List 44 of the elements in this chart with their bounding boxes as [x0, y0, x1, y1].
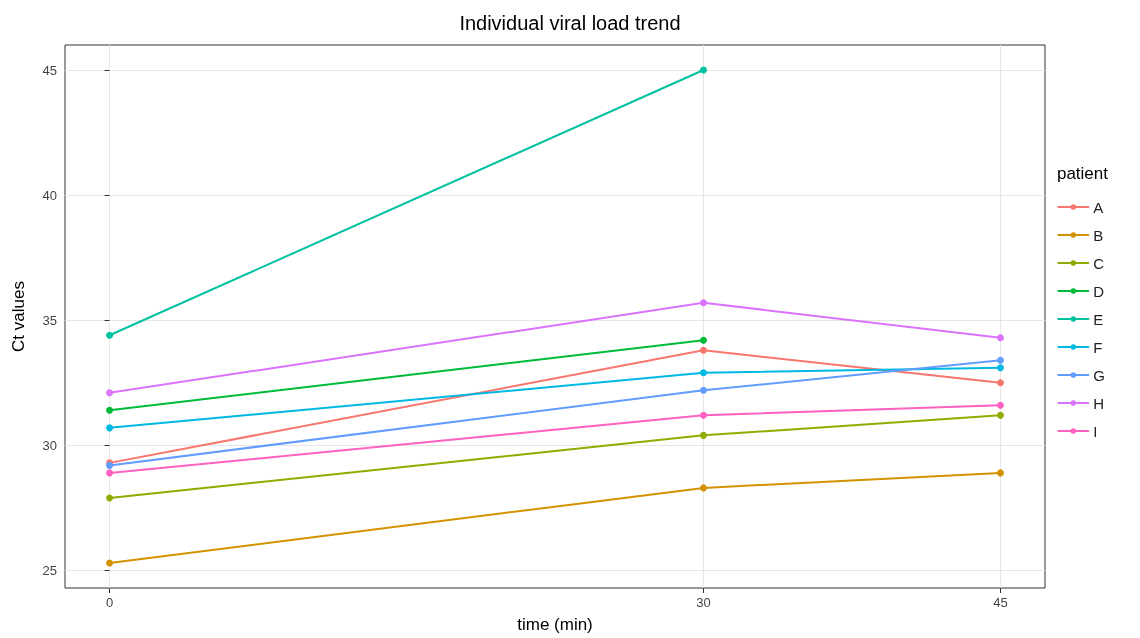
x-tick-label: 45: [993, 595, 1008, 610]
point: [106, 424, 114, 432]
point: [106, 406, 114, 414]
point: [699, 299, 707, 307]
y-tick-label: 25: [42, 562, 57, 578]
legend-label: I: [1093, 422, 1098, 440]
point: [106, 469, 114, 477]
point: [699, 346, 707, 354]
y-tick-label: 30: [42, 437, 57, 453]
chart-title: Individual viral load trend: [459, 12, 681, 34]
point: [699, 484, 707, 492]
point: [699, 369, 707, 377]
point: [996, 401, 1004, 409]
point: [106, 559, 114, 567]
y-tick-label: 45: [42, 62, 57, 78]
point: [699, 431, 707, 439]
legend-label: A: [1093, 198, 1104, 216]
legend-label: C: [1093, 254, 1105, 272]
point: [106, 389, 114, 397]
legend-label: B: [1093, 226, 1104, 244]
point: [699, 336, 707, 344]
x-axis-title: time (min): [517, 615, 593, 634]
point: [699, 66, 707, 74]
legend-title: patient: [1056, 164, 1109, 183]
point: [699, 411, 707, 419]
point: [996, 469, 1004, 477]
legend-label: H: [1093, 394, 1105, 412]
legend-label: E: [1093, 310, 1104, 328]
y-tick-label: 40: [42, 187, 57, 203]
point: [106, 494, 114, 502]
point: [699, 386, 707, 394]
point: [996, 411, 1004, 419]
legend-label: F: [1093, 338, 1103, 356]
point: [996, 364, 1004, 372]
legend-label: D: [1093, 282, 1105, 300]
point: [996, 356, 1004, 364]
legend-label: G: [1093, 366, 1105, 384]
y-axis-title: Ct values: [9, 281, 28, 352]
y-tick-label: 35: [42, 312, 57, 328]
point: [996, 379, 1004, 387]
point: [996, 334, 1004, 342]
x-tick-label: 30: [696, 595, 711, 610]
x-tick-label: 0: [105, 595, 114, 610]
point: [106, 331, 114, 339]
